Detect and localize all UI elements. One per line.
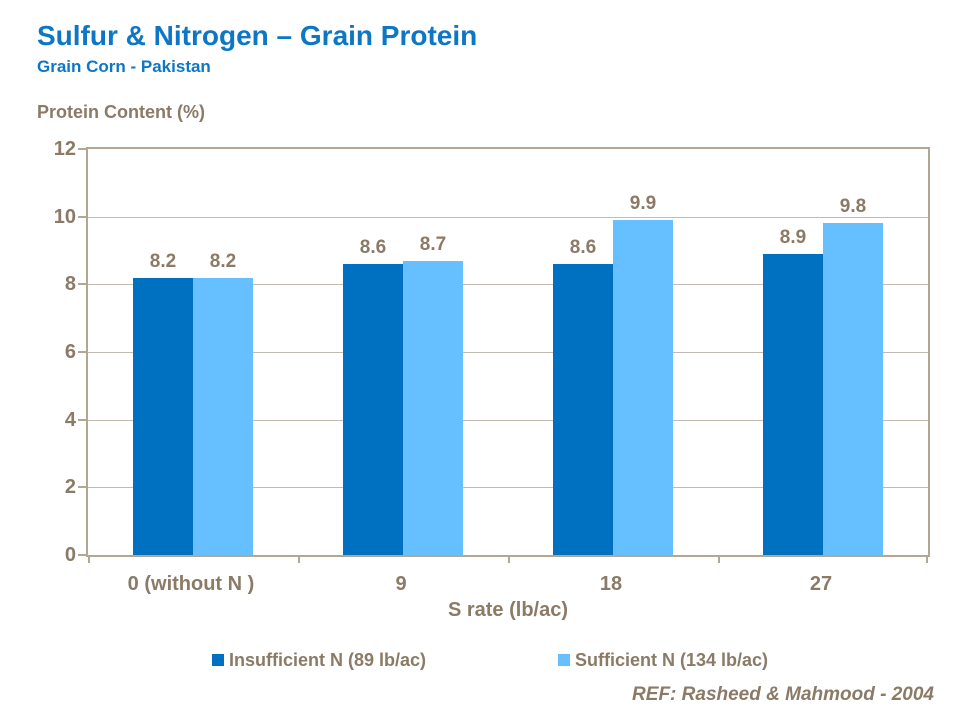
legend-label: Insufficient N (89 lb/ac)	[229, 649, 427, 670]
bar	[133, 277, 193, 555]
page-subtitle: Grain Corn - Pakistan	[37, 57, 211, 76]
x-tick-mark	[88, 555, 90, 563]
bar-value-label: 9.9	[629, 193, 657, 215]
y-tick-label: 4	[64, 408, 76, 431]
plot-area: 8.2 8.2 8.6 8.7 8.6 9.9 8.9 9.8	[86, 147, 930, 563]
bar-value-label: 8.2	[209, 250, 237, 272]
y-tick-mark	[78, 486, 86, 489]
y-tick-mark	[78, 283, 86, 286]
bar-value-label: 8.6	[359, 237, 387, 259]
legend-item: Insufficient N (89 lb/ac)	[212, 648, 426, 672]
x-tick-mark	[718, 555, 720, 563]
legend-label: Sufficient N (134 lb/ac)	[575, 649, 769, 670]
x-axis-title: S rate (lb/ac)	[447, 599, 569, 621]
legend: Insufficient N (89 lb/ac) Sufficient N (1…	[0, 648, 960, 672]
x-tick-label: 27	[809, 573, 833, 595]
y-tick-mark	[78, 554, 86, 556]
y-tick-label: 2	[64, 476, 76, 499]
x-tick-label: 9	[395, 573, 407, 595]
legend-swatch	[212, 654, 224, 666]
y-tick-mark	[78, 418, 86, 421]
legend-swatch	[558, 654, 570, 666]
gridline	[88, 216, 928, 218]
page-title: Sulfur & Nitrogen – Grain Protein	[37, 20, 478, 51]
x-tick-label: 0 (without N )	[127, 573, 255, 595]
y-tick-mark	[78, 215, 86, 218]
bar	[613, 220, 673, 555]
y-tick-label: 6	[64, 341, 76, 363]
legend-item: Sufficient N (134 lb/ac)	[558, 648, 768, 672]
bar	[403, 260, 463, 555]
gridline	[88, 487, 928, 489]
y-tick-mark	[78, 351, 86, 353]
reference-note: REF: Rasheed & Mahmood - 2004	[632, 684, 934, 705]
bar-value-label: 8.2	[149, 250, 177, 272]
gridline	[88, 419, 928, 421]
x-tick-mark	[926, 555, 928, 563]
x-tick-mark	[298, 555, 300, 563]
y-tick-label: 0	[64, 544, 76, 566]
y-axis-title: Protein Content (%)	[37, 102, 205, 122]
bar-value-label: 8.7	[419, 233, 447, 255]
y-tick-mark	[78, 148, 86, 150]
bar	[763, 253, 823, 555]
y-tick-label: 12	[53, 138, 76, 160]
gridline	[88, 284, 928, 286]
bar	[343, 264, 403, 555]
bar	[553, 264, 613, 555]
bar-value-label: 9.8	[839, 196, 867, 218]
y-tick-label: 10	[53, 205, 76, 228]
x-tick-mark	[508, 555, 510, 563]
bar	[193, 277, 253, 555]
x-tick-label: 18	[599, 573, 623, 595]
gridline	[88, 352, 928, 353]
bar	[823, 223, 883, 555]
bar-value-label: 8.9	[779, 226, 807, 248]
bar-value-label: 8.6	[569, 237, 597, 259]
y-tick-label: 8	[64, 273, 76, 296]
